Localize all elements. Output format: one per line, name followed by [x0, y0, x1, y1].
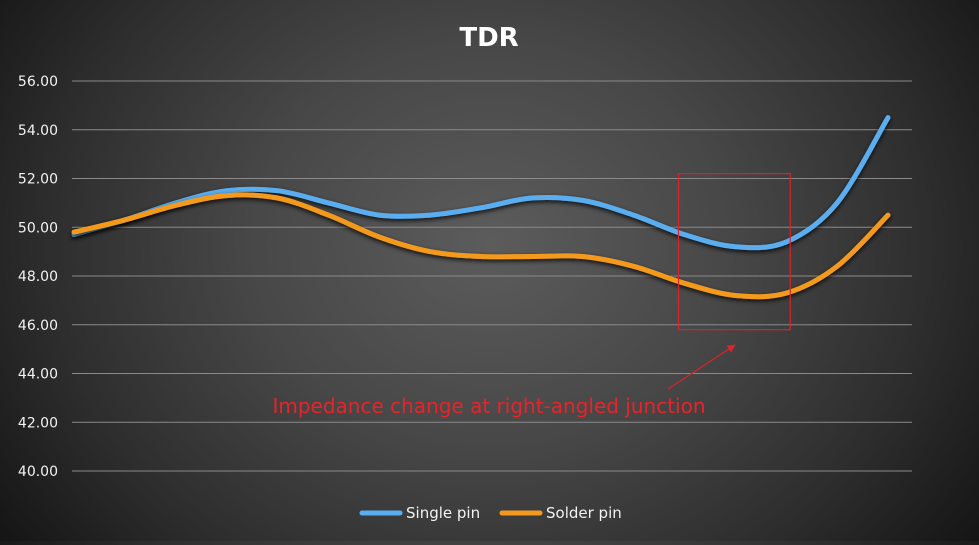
y-tick-label: 44.00	[18, 367, 58, 383]
y-tick-label: 46.00	[18, 318, 58, 334]
y-axis-tick-labels: 40.00 42.00 44.00 46.00 48.00 50.00 52.00 54.00…	[18, 74, 58, 480]
y-tick-label: 50.00	[18, 220, 58, 236]
y-tick-label: 42.00	[18, 415, 58, 431]
legend-item: Solder pin	[499, 504, 622, 522]
legend-label: Solder pin	[546, 504, 622, 522]
y-tick-label: 52.00	[18, 172, 58, 188]
legend-label: Single pin	[406, 504, 480, 522]
chart-title: TDR	[459, 23, 518, 53]
series-lines	[71, 115, 891, 300]
y-tick-label: 48.00	[18, 269, 58, 285]
annotation-box	[677, 173, 791, 331]
series-line-single-pin	[71, 115, 891, 251]
y-tick-label: 56.00	[18, 74, 58, 90]
legend: Single pin Solder pin	[359, 504, 622, 522]
legend-item: Single pin	[359, 504, 480, 522]
annotation-text: Impedance change at right-angled junctio…	[272, 394, 705, 418]
gridlines	[72, 80, 912, 472]
series-line-solder-pin	[71, 192, 891, 300]
annotation: Impedance change at right-angled junctio…	[272, 173, 791, 418]
annotation-arrow	[667, 344, 736, 390]
y-tick-label: 54.00	[18, 123, 58, 139]
y-tick-label: 40.00	[18, 464, 58, 480]
